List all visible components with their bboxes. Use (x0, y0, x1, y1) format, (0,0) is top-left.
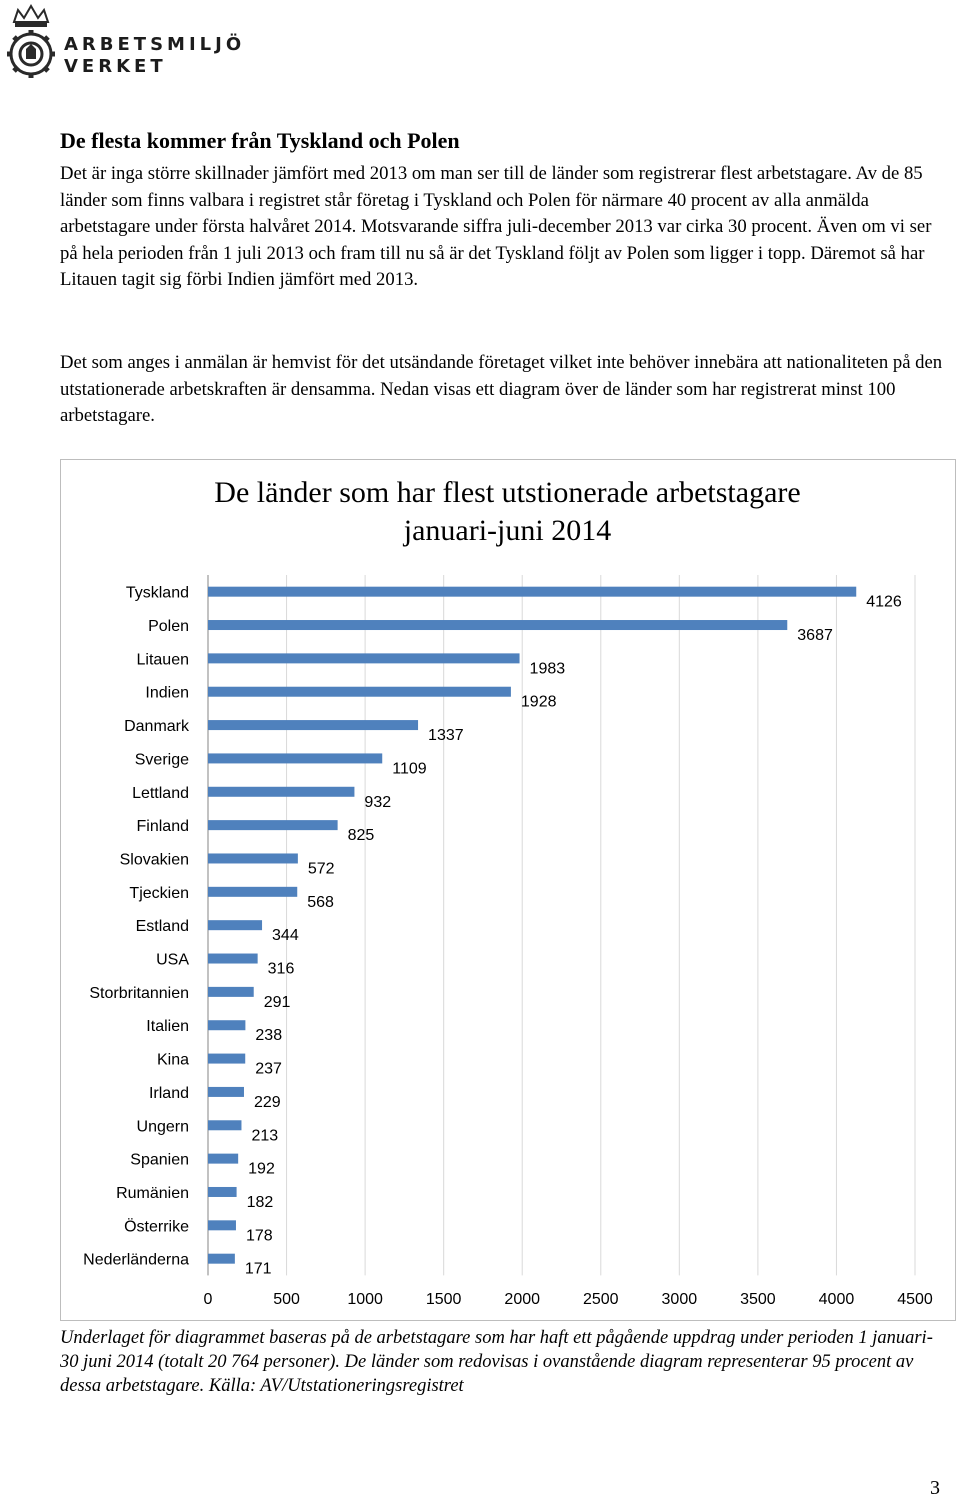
data-label: 182 (247, 1194, 274, 1211)
crown-gear-crest-icon (7, 4, 55, 78)
bar (208, 1186, 237, 1197)
bar (208, 986, 254, 997)
x-tick-label: 2000 (504, 1291, 540, 1308)
data-label: 932 (364, 794, 391, 811)
bar (208, 1053, 246, 1064)
category-label: Rumänien (116, 1185, 189, 1202)
data-label: 229 (254, 1094, 281, 1111)
data-label: 291 (264, 994, 291, 1011)
bar (208, 753, 383, 764)
data-label: 316 (268, 961, 295, 978)
bar (208, 1220, 236, 1231)
bar (208, 886, 298, 897)
category-label: Kina (157, 1052, 189, 1069)
data-label: 171 (245, 1261, 272, 1278)
bar (208, 1153, 239, 1164)
category-label: Litauen (137, 651, 190, 668)
category-label: Österrike (124, 1217, 189, 1235)
category-label: Nederländerna (83, 1252, 189, 1269)
bar (208, 953, 258, 964)
bar (208, 820, 338, 831)
data-label: 572 (308, 860, 335, 877)
chart-title: De länder som har flest utstionerade arb… (0, 474, 960, 550)
chart-title-line-1: De länder som har flest utstionerade arb… (214, 476, 801, 509)
x-tick-label: 4500 (897, 1291, 933, 1308)
category-label: Sverige (135, 751, 189, 768)
logo-line-1: ARBETSMILJÖ (64, 34, 246, 55)
chart-caption: Underlaget för diagrammet baseras på de … (60, 1328, 933, 1396)
category-label: Danmark (124, 718, 190, 735)
bar (208, 620, 788, 631)
category-label: Italien (146, 1018, 189, 1035)
page-number: 3 (930, 1477, 940, 1499)
data-label: 213 (251, 1127, 278, 1144)
x-tick-label: 1000 (347, 1291, 383, 1308)
category-label: Irland (149, 1085, 189, 1102)
paragraph-1: Det är inga större skillnader jämfört me… (60, 163, 932, 290)
bar (208, 1020, 246, 1031)
paragraph-2: Det som anges i anmälan är hemvist för d… (60, 352, 943, 426)
bar (208, 653, 520, 664)
data-label: 344 (272, 927, 299, 944)
category-label: Lettland (132, 785, 189, 802)
category-label: Tjeckien (129, 885, 189, 902)
category-label: Storbritannien (89, 985, 189, 1002)
logo-line-2: VERKET (64, 56, 167, 77)
data-label: 568 (307, 894, 334, 911)
x-tick-label: 1500 (426, 1291, 462, 1308)
bar (208, 1120, 242, 1131)
data-label: 1109 (392, 760, 427, 777)
data-label: 237 (255, 1061, 282, 1078)
bar (208, 686, 511, 697)
category-label: USA (156, 952, 189, 969)
bar (208, 1086, 244, 1097)
data-label: 4126 (866, 594, 902, 611)
bar (208, 586, 857, 597)
bar (208, 920, 263, 931)
data-label: 1337 (428, 727, 464, 744)
data-label: 238 (255, 1027, 282, 1044)
section-heading: De flesta kommer från Tyskland och Polen (60, 128, 460, 153)
bar (208, 786, 355, 797)
logo-wordmark: ARBETSMILJÖ VERKET (64, 34, 245, 78)
category-label: Tyskland (126, 585, 189, 602)
data-label: 1928 (521, 694, 557, 711)
category-label: Spanien (130, 1152, 189, 1169)
data-label: 3687 (797, 627, 833, 644)
bar (208, 720, 419, 731)
category-label: Finland (137, 818, 189, 835)
x-tick-label: 4000 (819, 1291, 855, 1308)
chart-title-line-2: januari-juni 2014 (403, 514, 612, 547)
x-tick-label: 3000 (662, 1291, 698, 1308)
logo: ARBETSMILJÖ VERKET (6, 4, 246, 84)
data-label: 825 (348, 827, 375, 844)
x-tick-label: 3500 (740, 1291, 776, 1308)
category-label: Estland (136, 918, 189, 935)
bar (208, 1253, 235, 1264)
category-label: Polen (148, 618, 189, 635)
bar (208, 853, 298, 864)
category-label: Indien (145, 685, 189, 702)
x-tick-label: 2500 (583, 1291, 619, 1308)
data-label: 178 (246, 1227, 273, 1244)
data-label: 1983 (530, 660, 566, 677)
x-tick-label: 0 (204, 1291, 213, 1308)
x-tick-label: 500 (273, 1291, 300, 1308)
category-label: Ungern (137, 1118, 189, 1135)
data-label: 192 (248, 1161, 275, 1178)
category-label: Slovakien (120, 851, 189, 868)
